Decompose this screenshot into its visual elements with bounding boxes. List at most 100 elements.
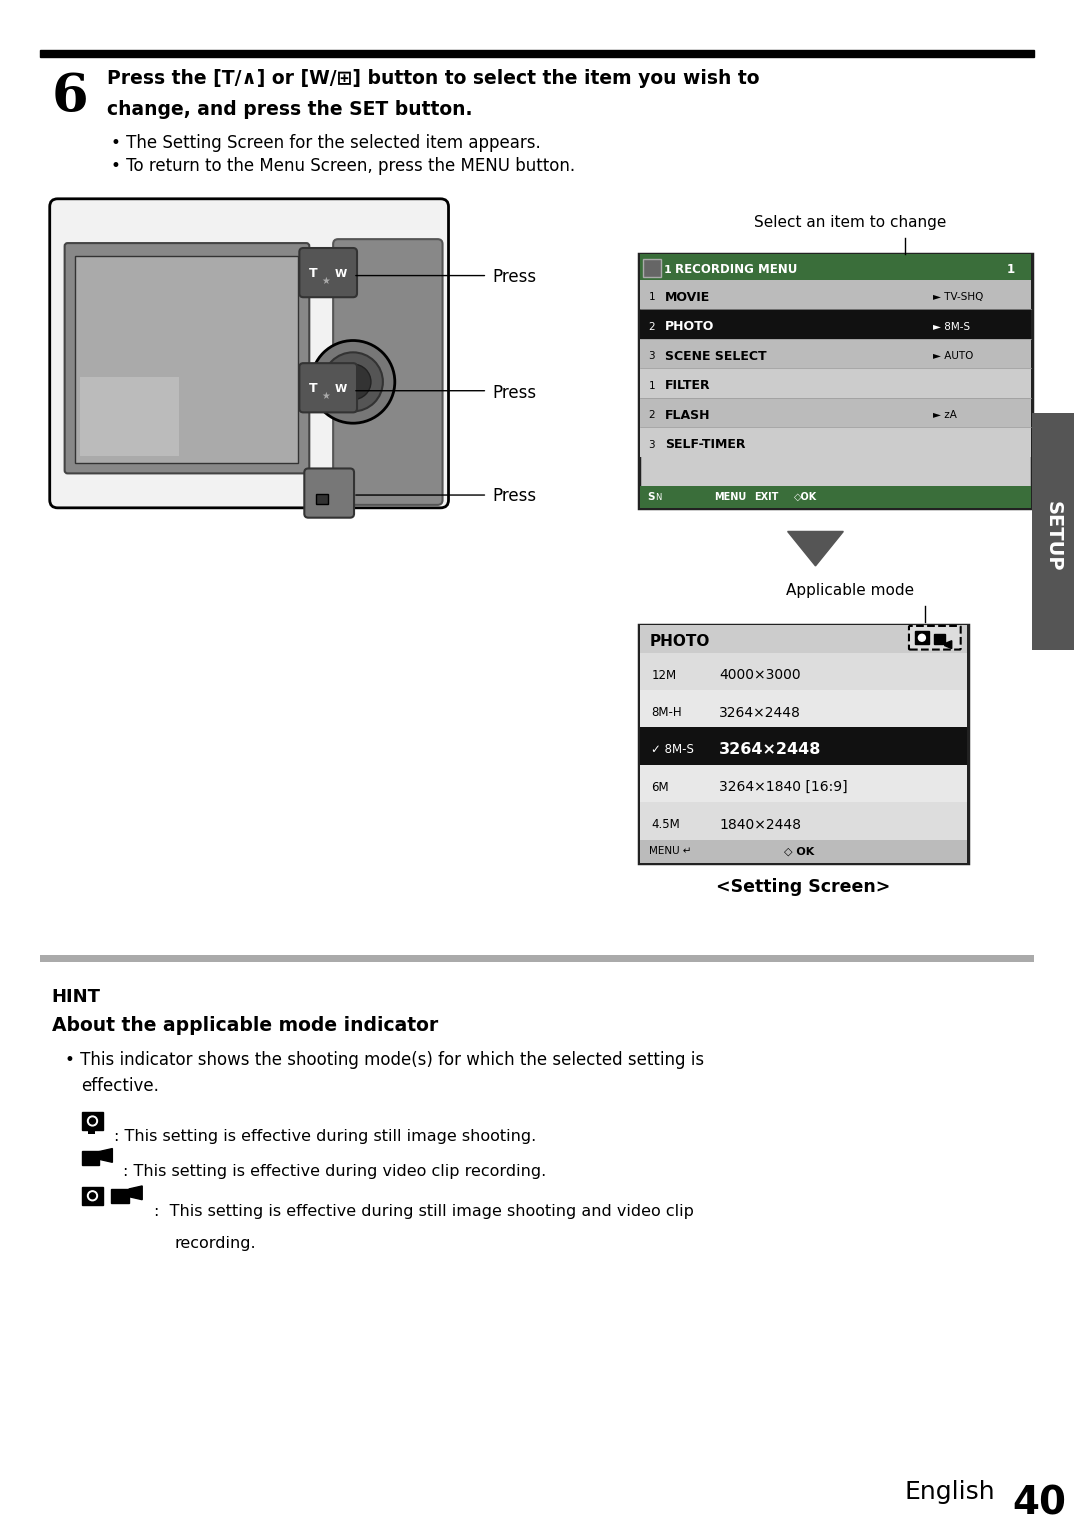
Text: : This setting is effective during still image shooting.: : This setting is effective during still… (114, 1129, 537, 1144)
Bar (934, 633, 945, 644)
Text: 3264×2448: 3264×2448 (719, 705, 801, 720)
Circle shape (918, 635, 926, 641)
Bar (316, 494, 328, 504)
Text: 1840×2448: 1840×2448 (719, 818, 801, 832)
Text: ► zA: ► zA (933, 410, 957, 420)
Text: 1: 1 (648, 291, 656, 302)
Bar (111, 1189, 130, 1202)
Text: English: English (905, 1480, 996, 1505)
Bar (647, 270, 656, 273)
Text: • To return to the Menu Screen, press the MENU button.: • To return to the Menu Screen, press th… (111, 157, 576, 175)
Bar (640, 626, 967, 653)
Text: :  This setting is effective during still image shooting and video clip: : This setting is effective during still… (154, 1204, 694, 1219)
Text: ✓ 8M-S: ✓ 8M-S (651, 743, 694, 757)
FancyBboxPatch shape (299, 363, 357, 412)
FancyBboxPatch shape (333, 240, 443, 505)
Text: ◇ OK: ◇ OK (784, 847, 814, 856)
Text: 6M: 6M (651, 781, 669, 794)
Bar (80, 377, 179, 456)
Bar (640, 839, 967, 864)
Text: SETUP: SETUP (1043, 501, 1063, 572)
Text: W: W (335, 269, 348, 279)
Text: ► AUTO: ► AUTO (933, 351, 973, 362)
Text: Press the [T/∧] or [W/⊞] button to select the item you wish to: Press the [T/∧] or [W/⊞] button to selec… (107, 69, 760, 89)
Circle shape (335, 365, 370, 400)
Bar (40, 50, 1035, 56)
FancyBboxPatch shape (299, 249, 357, 298)
Text: Press: Press (492, 487, 537, 505)
Text: HINT: HINT (52, 989, 100, 1006)
FancyBboxPatch shape (909, 626, 961, 650)
Polygon shape (130, 1186, 143, 1199)
Bar (640, 690, 967, 728)
Bar (82, 1187, 104, 1204)
Text: 12M: 12M (651, 668, 676, 682)
Text: Press: Press (492, 385, 537, 401)
Text: T: T (309, 382, 318, 395)
Text: 1: 1 (1007, 262, 1014, 276)
Polygon shape (99, 1149, 112, 1163)
Text: RECORDING MENU: RECORDING MENU (675, 262, 798, 276)
Text: FILTER: FILTER (665, 380, 711, 392)
Text: : This setting is effective during video clip recording.: : This setting is effective during video… (123, 1164, 546, 1180)
Text: T: T (309, 267, 318, 281)
Bar (640, 803, 967, 839)
Text: 8M-H: 8M-H (651, 707, 681, 719)
Text: PHOTO: PHOTO (665, 320, 715, 333)
Bar (644, 259, 661, 276)
Bar (640, 427, 1031, 456)
Bar (639, 626, 968, 864)
Text: 3264×1840 [16:9]: 3264×1840 [16:9] (719, 780, 848, 795)
Text: FLASH: FLASH (665, 409, 711, 421)
Text: ★: ★ (322, 391, 330, 401)
Circle shape (311, 340, 395, 423)
Bar (82, 1112, 104, 1129)
Text: Applicable mode: Applicable mode (786, 583, 915, 598)
Circle shape (87, 1116, 97, 1126)
Text: 4.5M: 4.5M (651, 818, 680, 832)
Text: recording.: recording. (174, 1236, 256, 1251)
Text: effective.: effective. (82, 1077, 160, 1094)
Bar (640, 728, 967, 765)
Bar (640, 653, 967, 690)
Text: PHOTO: PHOTO (649, 635, 710, 649)
Text: MENU ↵: MENU ↵ (649, 847, 692, 856)
Circle shape (323, 353, 383, 412)
Bar (640, 398, 1031, 427)
Text: W: W (335, 383, 348, 394)
Bar (640, 310, 1031, 339)
FancyBboxPatch shape (50, 198, 448, 508)
Text: S: S (647, 491, 654, 502)
Bar (639, 253, 1032, 508)
Bar (640, 339, 1031, 368)
Circle shape (87, 1190, 97, 1201)
Text: 1: 1 (648, 382, 656, 391)
Text: N: N (656, 493, 662, 502)
Bar (87, 1129, 95, 1134)
Bar (40, 955, 1035, 961)
Text: SCENE SELECT: SCENE SELECT (665, 349, 767, 363)
Text: ◇OK: ◇OK (794, 491, 816, 502)
Text: <Setting Screen>: <Setting Screen> (716, 877, 891, 896)
Text: 3: 3 (648, 351, 656, 362)
Text: change, and press the SET button.: change, and press the SET button. (107, 101, 473, 119)
Bar (75, 256, 298, 462)
Bar (640, 487, 1031, 508)
FancyBboxPatch shape (305, 468, 354, 517)
Text: Press: Press (492, 267, 537, 285)
Circle shape (90, 1119, 95, 1125)
Bar (82, 1152, 99, 1166)
Text: • The Setting Screen for the selected item appears.: • The Setting Screen for the selected it… (111, 134, 541, 153)
Bar (640, 253, 1031, 279)
Text: 40: 40 (1012, 1485, 1066, 1521)
Text: ★: ★ (322, 276, 330, 285)
Text: 3: 3 (648, 439, 656, 450)
Polygon shape (787, 531, 843, 566)
Text: ► TV-SHQ: ► TV-SHQ (933, 291, 983, 302)
FancyBboxPatch shape (65, 243, 309, 473)
Circle shape (337, 366, 349, 378)
Text: MENU: MENU (714, 491, 746, 502)
Bar (640, 765, 967, 803)
Text: 4000×3000: 4000×3000 (719, 668, 800, 682)
Circle shape (90, 1193, 95, 1199)
